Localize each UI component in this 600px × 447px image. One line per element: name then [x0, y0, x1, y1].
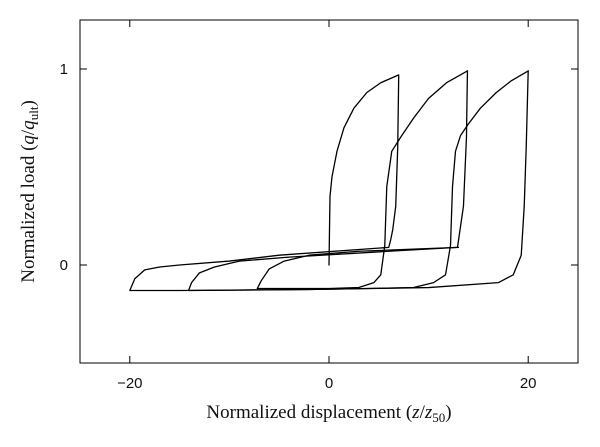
y-axis-title-prefix: Normalized load ( [18, 145, 39, 283]
x-axis-title-prefix: Normalized displacement ( [206, 402, 412, 423]
x-axis-title-var: z [411, 402, 420, 423]
x-axis-ticks: −20 0 20 [117, 20, 537, 392]
y-axis-ticks: 01 [60, 61, 578, 274]
x-tick-label: 0 [325, 375, 333, 392]
x-axis-title-suffix: ) [445, 402, 451, 423]
y-tick-label: 1 [60, 61, 68, 78]
hysteresis-loop-2 [187, 70, 529, 292]
x-tick-label: 20 [520, 375, 537, 392]
x-axis-title-slash: / [420, 402, 426, 423]
y-axis-title-sub: ult [26, 106, 41, 120]
y-axis-title: Normalized load (q/qult) [18, 100, 41, 283]
x-axis-title: Normalized displacement (z/z50) [206, 402, 451, 425]
hysteresis-loop-3 [256, 70, 469, 290]
y-axis-title-slash: / [18, 129, 39, 135]
hysteresis-loop-1 [129, 70, 529, 292]
y-axis-title-denom: q [18, 120, 39, 130]
y-axis-title-suffix: ) [18, 100, 39, 106]
x-tick-label: −20 [117, 375, 142, 392]
x-axis-title-sub: 50 [432, 410, 445, 425]
y-tick-label: 0 [60, 257, 68, 274]
y-axis-title-var: q [18, 135, 39, 145]
plot-frame [79, 19, 579, 364]
plot-curves [129, 70, 529, 292]
x-axis-title-denom: z [424, 402, 433, 423]
